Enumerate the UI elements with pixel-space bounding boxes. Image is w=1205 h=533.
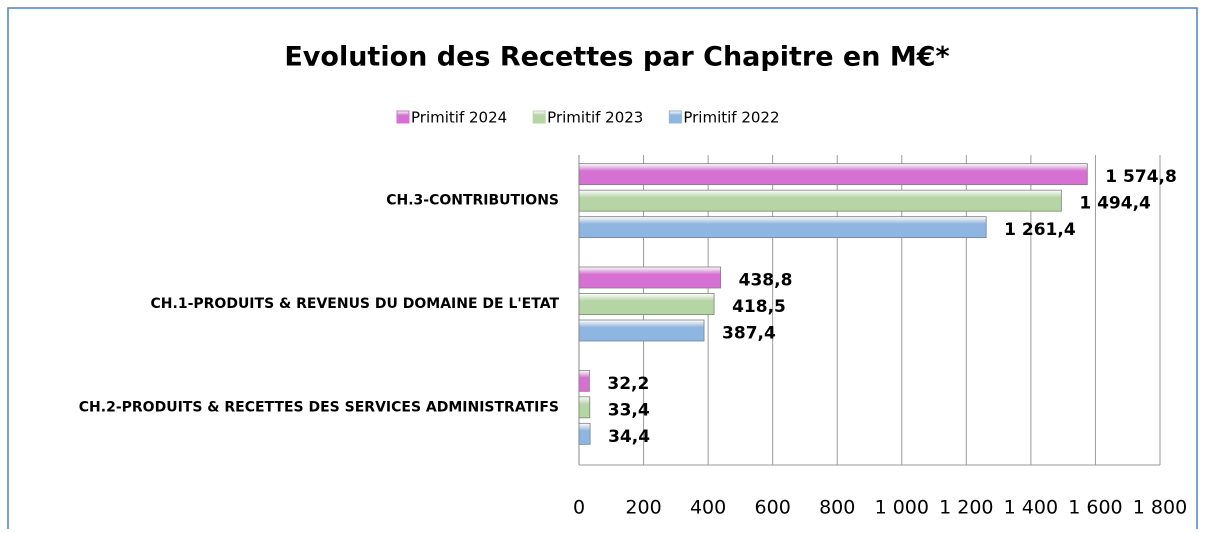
bar <box>578 163 1088 186</box>
legend-label: Primitif 2024 <box>411 109 507 127</box>
x-tick-label: 1 400 <box>1004 497 1058 519</box>
data-label: 33,4 <box>608 400 650 420</box>
bar <box>578 266 722 289</box>
bar <box>578 422 591 445</box>
chart-border <box>7 7 1198 533</box>
legend-label: Primitif 2022 <box>683 109 779 127</box>
data-label: 1 494,4 <box>1079 194 1151 214</box>
legend-label: Primitif 2023 <box>547 109 643 127</box>
x-tick-label: 1 800 <box>1133 497 1187 519</box>
bar <box>578 216 987 239</box>
x-tick-label: 800 <box>819 497 855 519</box>
x-tick-label: 200 <box>625 497 661 519</box>
x-tick-label: 0 <box>573 497 585 519</box>
data-label: 34,4 <box>608 427 650 447</box>
x-tick-label: 1 000 <box>875 497 929 519</box>
data-label: 1 574,8 <box>1105 167 1177 187</box>
data-label: 438,8 <box>739 271 793 291</box>
bar <box>578 319 705 342</box>
bar <box>578 396 591 419</box>
y-tick-label: CH.1-PRODUITS & REVENUS DU DOMAINE DE L'… <box>151 296 560 312</box>
bar <box>578 189 1062 212</box>
data-label: 418,5 <box>732 297 786 317</box>
x-tick-label: 600 <box>755 497 791 519</box>
y-tick-label: CH.2-PRODUITS & RECETTES DES SERVICES AD… <box>79 399 559 415</box>
legend-marker <box>532 110 546 124</box>
bar <box>578 293 715 315</box>
x-tick-label: 1 200 <box>939 497 993 519</box>
y-tick-label: CH.3-CONTRIBUTIONS <box>386 193 559 209</box>
legend-marker <box>396 110 410 124</box>
legend-marker <box>668 110 682 124</box>
x-tick-label: 1 600 <box>1068 497 1122 519</box>
bar <box>578 369 590 392</box>
data-label: 387,4 <box>722 324 776 344</box>
x-tick-label: 400 <box>690 497 726 519</box>
chart-title: Evolution des Recettes par Chapitre en M… <box>284 42 949 73</box>
data-label: 32,2 <box>607 374 649 394</box>
data-label: 1 261,4 <box>1004 220 1076 240</box>
